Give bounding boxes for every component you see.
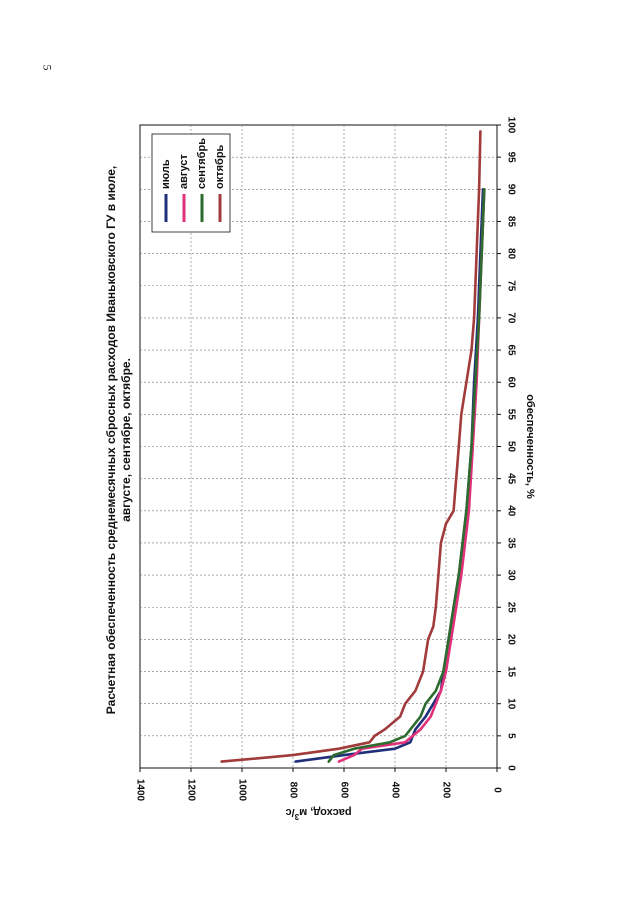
y-axis-label: расход, м3/с <box>285 806 351 821</box>
x-tick-label: 30 <box>505 570 516 582</box>
x-tick-label: 0 <box>505 765 516 771</box>
x-tick-label: 60 <box>505 377 516 389</box>
y-tick-label: 800 <box>287 782 298 799</box>
legend-label-июль: июль <box>160 159 172 189</box>
x-tick-label: 80 <box>505 248 516 260</box>
y-tick-label: 1200 <box>185 779 196 802</box>
series-line-сентябрь <box>327 188 486 763</box>
x-tick-label: 70 <box>505 312 516 324</box>
y-tick-label: 400 <box>389 782 400 799</box>
legend-label-октябрь: октябрь <box>214 144 226 189</box>
chart-subtitle: августе, сентябре, октябре. <box>119 358 133 522</box>
plot-root: 0 5 10 15 20 25 30 35 40 45 50 55 60 65 70 75 80 85 90 95 10… <box>104 117 536 821</box>
series-line-октябрь <box>220 130 482 763</box>
x-tick-label: 35 <box>505 537 516 549</box>
x-tick-label: 75 <box>505 280 516 292</box>
x-tick-label: 65 <box>505 344 516 356</box>
x-tick-label: 50 <box>505 441 516 453</box>
x-tick-label: 10 <box>505 698 516 710</box>
y-tick-label: 200 <box>440 782 451 799</box>
x-tick-label: 20 <box>505 634 516 646</box>
x-tick-label: 95 <box>505 152 516 164</box>
x-tick-label: 15 <box>505 666 516 678</box>
chart-title: Расчетная обеспеченность среднемесячных … <box>104 166 118 714</box>
legend-label-сентябрь: сентябрь <box>196 138 208 189</box>
x-tick-label: 40 <box>505 505 516 517</box>
legend-label-август: август <box>178 154 190 189</box>
x-tick-label: 100 <box>505 117 516 134</box>
x-tick-label: 25 <box>505 602 516 614</box>
x-tick-label: 5 <box>505 733 516 739</box>
x-tick-label: 85 <box>505 216 516 228</box>
y-tick-label: 1400 <box>134 779 145 802</box>
y-tick-label: 1000 <box>236 779 247 802</box>
y-tick-label: 600 <box>338 782 349 799</box>
x-axis-label: обеспеченность, % <box>524 394 536 499</box>
x-tick-label: 45 <box>505 473 516 485</box>
x-tick-label: 90 <box>505 184 516 196</box>
y-tick-label: 0 <box>491 787 502 793</box>
x-tick-label: 55 <box>505 409 516 421</box>
